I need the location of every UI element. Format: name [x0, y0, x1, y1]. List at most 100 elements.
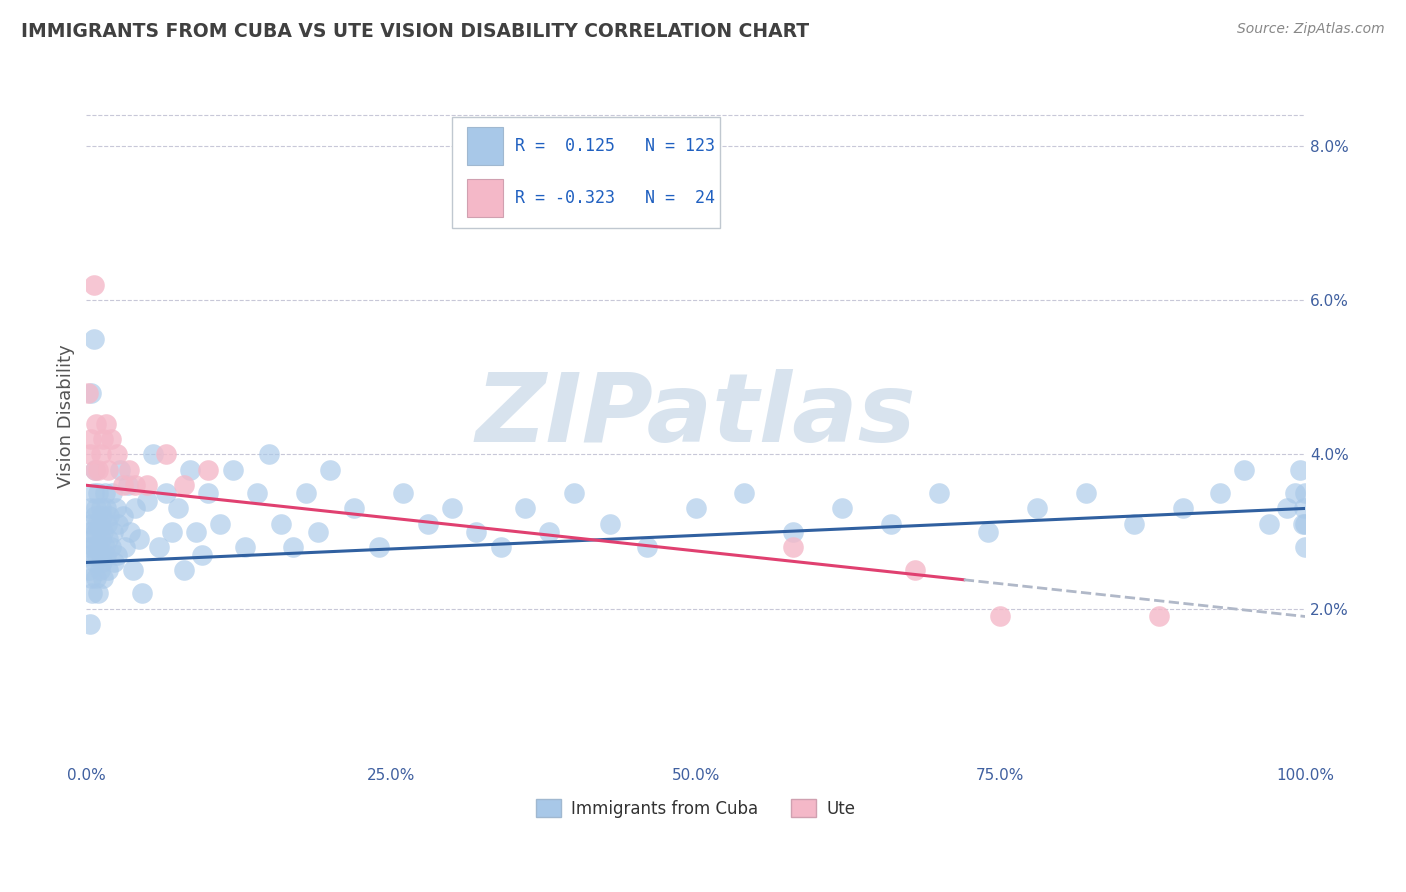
Point: [79, 617, 101, 632]
Point: [990, 609, 1012, 624]
Point: [184, 524, 207, 539]
Point: [538, 524, 561, 539]
Point: [107, 516, 129, 531]
Point: [93, 540, 115, 554]
Point: [131, 586, 153, 600]
Point: [489, 540, 512, 554]
Point: [440, 501, 463, 516]
Point: [1026, 501, 1049, 516]
Point: [685, 501, 707, 516]
Point: [93, 571, 115, 585]
Point: [1294, 516, 1316, 531]
Point: [179, 463, 201, 477]
Point: [136, 478, 159, 492]
Point: [1123, 516, 1146, 531]
Point: [97, 533, 120, 547]
Point: [562, 486, 585, 500]
Point: [101, 486, 124, 500]
Point: [270, 516, 292, 531]
Point: [904, 563, 927, 577]
Point: [83, 540, 105, 554]
Point: [246, 486, 269, 500]
Point: [87, 486, 110, 500]
Point: [89, 516, 111, 531]
Point: [197, 486, 219, 500]
Point: [84, 417, 107, 431]
Text: R =  0.125   N = 123: R = 0.125 N = 123: [516, 136, 716, 155]
Point: [173, 478, 195, 492]
Point: [105, 548, 128, 562]
Point: [142, 447, 165, 461]
Point: [294, 486, 316, 500]
Point: [111, 509, 134, 524]
Point: [98, 509, 121, 524]
Point: [105, 447, 128, 461]
Point: [100, 432, 122, 446]
Point: [77, 524, 100, 539]
Point: [94, 417, 117, 431]
Point: [90, 533, 112, 547]
Point: [513, 501, 536, 516]
Point: [392, 486, 415, 500]
Point: [80, 432, 103, 446]
Point: [1294, 486, 1316, 500]
Point: [110, 463, 132, 477]
Point: [197, 463, 219, 477]
Point: [79, 548, 101, 562]
Point: [90, 501, 112, 516]
Point: [87, 540, 110, 554]
Point: [90, 447, 112, 461]
Point: [84, 524, 107, 539]
Point: [80, 571, 103, 585]
Point: [257, 447, 280, 461]
Point: [1292, 501, 1315, 516]
Point: [103, 556, 125, 570]
Point: [319, 463, 342, 477]
Point: [93, 486, 115, 500]
Point: [86, 516, 108, 531]
Point: [79, 501, 101, 516]
Point: [83, 463, 105, 477]
Point: [83, 486, 105, 500]
Point: [136, 493, 159, 508]
Point: [83, 556, 105, 570]
FancyBboxPatch shape: [451, 117, 720, 228]
Point: [1289, 463, 1312, 477]
Point: [191, 548, 214, 562]
Point: [343, 501, 366, 516]
Point: [155, 447, 177, 461]
Point: [1275, 501, 1298, 516]
Point: [1257, 516, 1279, 531]
Point: [97, 463, 120, 477]
Text: IMMIGRANTS FROM CUBA VS UTE VISION DISABILITY CORRELATION CHART: IMMIGRANTS FROM CUBA VS UTE VISION DISAB…: [21, 22, 810, 41]
Point: [100, 540, 122, 554]
Point: [160, 524, 183, 539]
Point: [83, 463, 105, 477]
Point: [90, 548, 112, 562]
Point: [84, 501, 107, 516]
Point: [166, 501, 188, 516]
Point: [1074, 486, 1097, 500]
Point: [148, 540, 170, 554]
Y-axis label: Vision Disability: Vision Disability: [58, 344, 75, 488]
Legend: Immigrants from Cuba, Ute: Immigrants from Cuba, Ute: [529, 793, 862, 824]
Point: [173, 563, 195, 577]
Point: [128, 533, 150, 547]
Point: [96, 516, 118, 531]
Point: [155, 486, 177, 500]
FancyBboxPatch shape: [467, 179, 503, 217]
Point: [121, 563, 143, 577]
Point: [307, 524, 329, 539]
Point: [1284, 486, 1306, 500]
Point: [1173, 501, 1195, 516]
Point: [209, 516, 232, 531]
Point: [83, 332, 105, 346]
Point: [89, 563, 111, 577]
Point: [1209, 486, 1232, 500]
Point: [104, 501, 127, 516]
Point: [82, 586, 104, 600]
Point: [831, 501, 853, 516]
Point: [120, 524, 142, 539]
Point: [221, 463, 243, 477]
Point: [111, 478, 134, 492]
